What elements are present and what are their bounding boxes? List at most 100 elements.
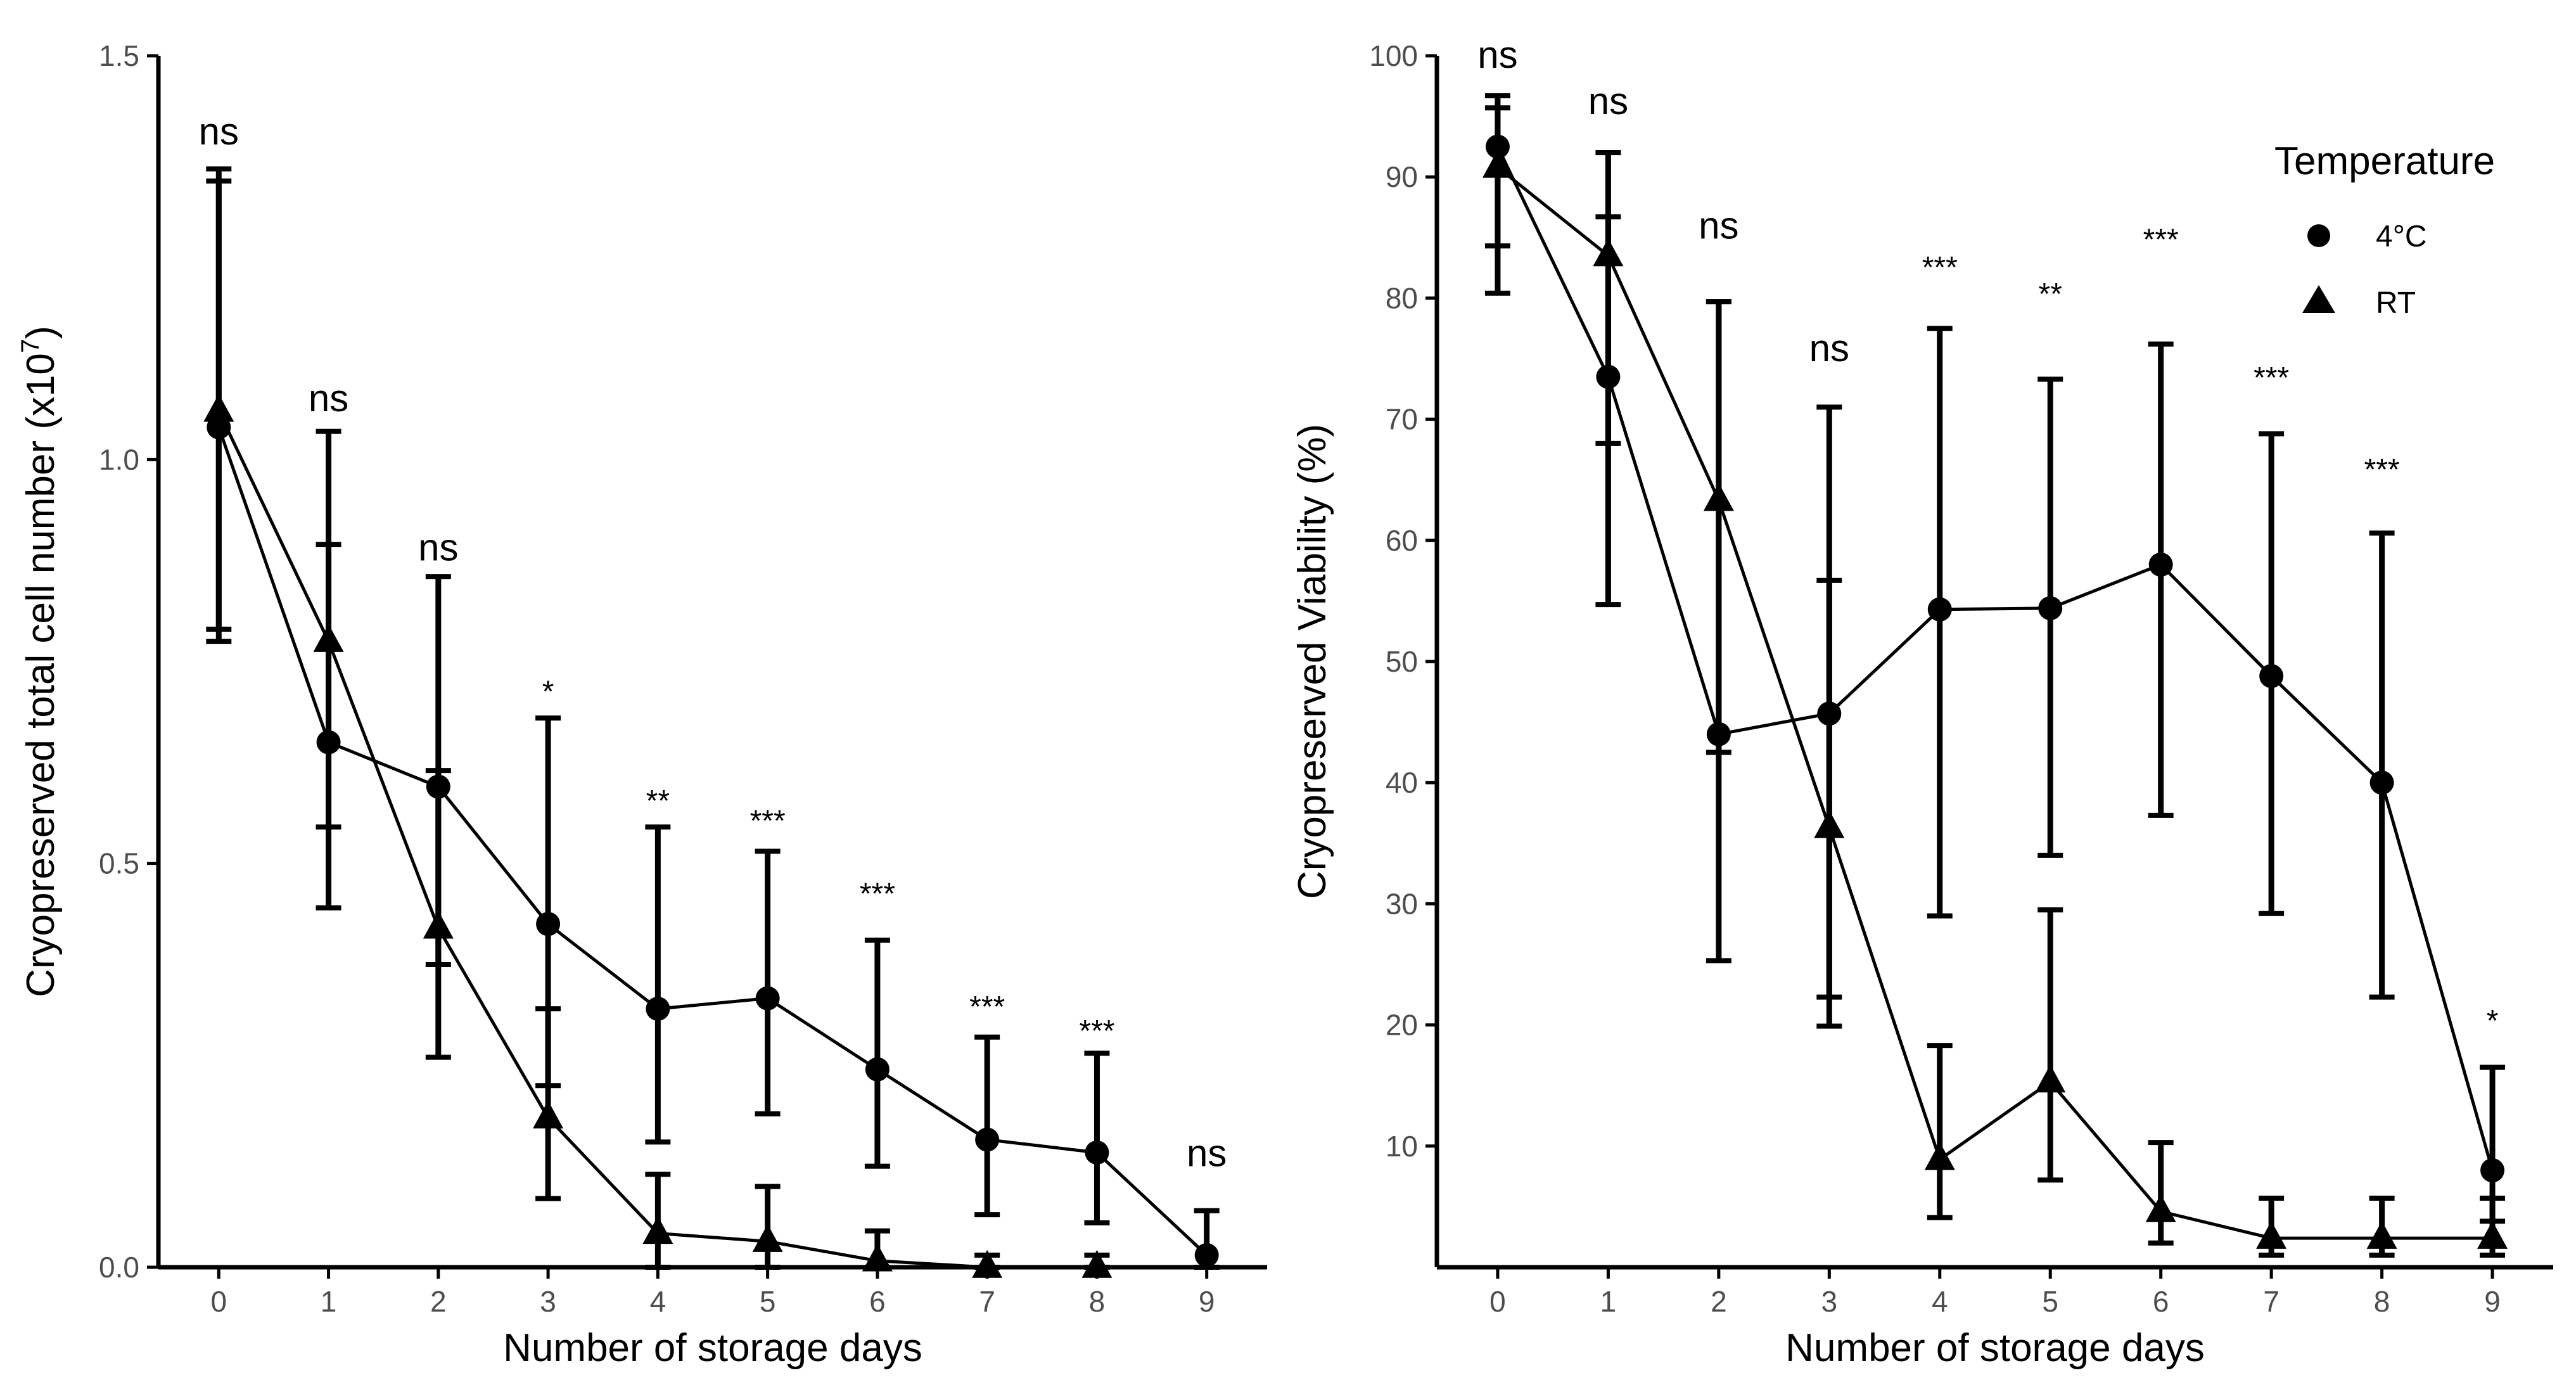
- legend-circle-icon: [2307, 224, 2330, 247]
- data-point-circle: [975, 1127, 1000, 1152]
- x-tick-label: 8: [2374, 1285, 2390, 1318]
- x-axis-title: Number of storage days: [503, 1326, 922, 1370]
- x-tick-label: 9: [1199, 1285, 1215, 1318]
- data-point-circle: [2369, 770, 2394, 795]
- legend: Temperature 4°C RT: [2274, 139, 2495, 320]
- significance-label: ns: [199, 110, 239, 153]
- significance-label: ***: [1922, 251, 1958, 284]
- significance-label: ns: [418, 527, 458, 569]
- x-tick-label: 2: [1711, 1285, 1727, 1318]
- data-point-circle: [1085, 1140, 1109, 1165]
- data-point-triangle: [203, 393, 234, 422]
- x-tick-label: 1: [321, 1285, 337, 1318]
- y-axis-title: Cryopreserved Viability (%): [1291, 424, 1334, 899]
- x-tick-label: 0: [211, 1285, 227, 1318]
- y-tick-label: 80: [1386, 281, 1418, 314]
- y-tick-label: 40: [1386, 766, 1418, 799]
- y-tick-label: 50: [1386, 645, 1418, 678]
- data-point-triangle: [972, 1250, 1003, 1278]
- data-point-triangle: [2035, 1064, 2066, 1093]
- data-point-triangle: [1924, 1142, 1955, 1170]
- significance-label: ns: [1187, 1132, 1227, 1175]
- series-rt: [1482, 105, 2508, 1258]
- x-tick-label: 6: [869, 1285, 886, 1318]
- x-tick-label: 1: [1600, 1285, 1617, 1318]
- data-point-triangle: [2366, 1220, 2397, 1249]
- x-axis-title: Number of storage days: [1785, 1326, 2205, 1370]
- data-point-triangle: [862, 1243, 893, 1272]
- data-point-triangle: [313, 623, 344, 652]
- x-tick-label: 3: [540, 1285, 556, 1318]
- data-point-circle: [2480, 1158, 2505, 1183]
- series-cold: [1484, 93, 2506, 1224]
- significance-label: ***: [2143, 223, 2179, 257]
- y-tick-label: 100: [1369, 39, 1418, 72]
- legend-title: Temperature: [2274, 139, 2495, 183]
- y-tick-label: 1.5: [99, 39, 139, 72]
- data-point-triangle: [752, 1224, 783, 1252]
- x-tick-label: 5: [760, 1285, 776, 1318]
- data-point-circle: [646, 997, 670, 1021]
- data-point-triangle: [423, 911, 454, 939]
- x-tick-label: 0: [1489, 1285, 1506, 1318]
- significance-label: ns: [309, 377, 348, 419]
- data-point-circle: [2259, 663, 2284, 688]
- significance-label: ***: [2254, 361, 2289, 395]
- significance-label: ***: [750, 805, 786, 838]
- y-tick-label: 0.0: [99, 1251, 139, 1284]
- viability-panel: 10 20 30 40 50 60 70 80 90 100 0 1 2 3 4 5 6 7 8 9 Number of…: [1291, 34, 2553, 1370]
- y-tick-label: 20: [1386, 1009, 1418, 1042]
- x-tick-label: 7: [2263, 1285, 2280, 1318]
- data-point-circle: [755, 986, 780, 1011]
- significance-label: ***: [1079, 1014, 1114, 1048]
- data-point-triangle: [1814, 810, 1845, 838]
- significance-label: ns: [1699, 205, 1738, 247]
- x-tick-label: 4: [1932, 1285, 1948, 1318]
- x-tick-label: 8: [1089, 1285, 1106, 1318]
- cell-number-panel: 0.0 0.5 1.0 1.5 0 1 2 3 4 5 6 7 8 9 Number of storage …: [16, 39, 1267, 1370]
- data-point-triangle: [1703, 483, 1734, 511]
- data-point-triangle: [1081, 1250, 1113, 1278]
- significance-label: **: [646, 784, 670, 818]
- data-point-triangle: [1593, 238, 1624, 267]
- x-tick-label: 3: [1821, 1285, 1838, 1318]
- legend-label: RT: [2376, 286, 2416, 320]
- data-point-triangle: [2256, 1220, 2287, 1249]
- y-axis-title-text: Cryopreserved total cell number (x10: [19, 353, 63, 997]
- y-tick-label: 0.5: [99, 847, 139, 880]
- data-point-circle: [865, 1057, 889, 1082]
- y-tick-label: 60: [1386, 524, 1418, 557]
- x-tick-label: 6: [2153, 1285, 2169, 1318]
- data-point-triangle: [642, 1216, 673, 1244]
- series-line: [1496, 165, 2493, 1240]
- series-line: [1496, 146, 2494, 1171]
- x-tick-label: 5: [2042, 1285, 2058, 1318]
- y-axis-title-superscript: 7: [16, 339, 44, 353]
- significance-label: ns: [1809, 327, 1849, 369]
- legend-label: 4°C: [2376, 220, 2427, 253]
- series-rt: [203, 178, 1113, 1278]
- series-line: [217, 426, 1208, 1256]
- y-tick-label: 10: [1386, 1130, 1418, 1163]
- data-point-circle: [536, 912, 561, 936]
- y-axis-title: Cryopreserved total cell number (x107): [16, 326, 63, 997]
- x-tick-label: 2: [430, 1285, 447, 1318]
- y-axis-title-text: Cryopreserved Viability (%): [1291, 424, 1334, 899]
- data-point-triangle: [533, 1100, 564, 1128]
- data-point-circle: [1194, 1243, 1219, 1267]
- y-tick-label: 70: [1386, 403, 1418, 436]
- significance-label: **: [2039, 278, 2062, 311]
- significance-label: *: [2487, 1004, 2499, 1038]
- significance-label: ns: [1477, 34, 1517, 76]
- data-point-circle: [2148, 553, 2173, 577]
- significance-label: ***: [860, 877, 895, 911]
- data-point-circle: [1927, 597, 1952, 622]
- x-tick-label: 9: [2484, 1285, 2501, 1318]
- legend-triangle-icon: [2302, 285, 2335, 313]
- significance-label: ns: [1588, 80, 1628, 122]
- significance-label: *: [542, 675, 554, 709]
- significance-label: ***: [969, 990, 1005, 1024]
- y-tick-label: 1.0: [99, 443, 139, 476]
- data-point-circle: [2038, 596, 2063, 620]
